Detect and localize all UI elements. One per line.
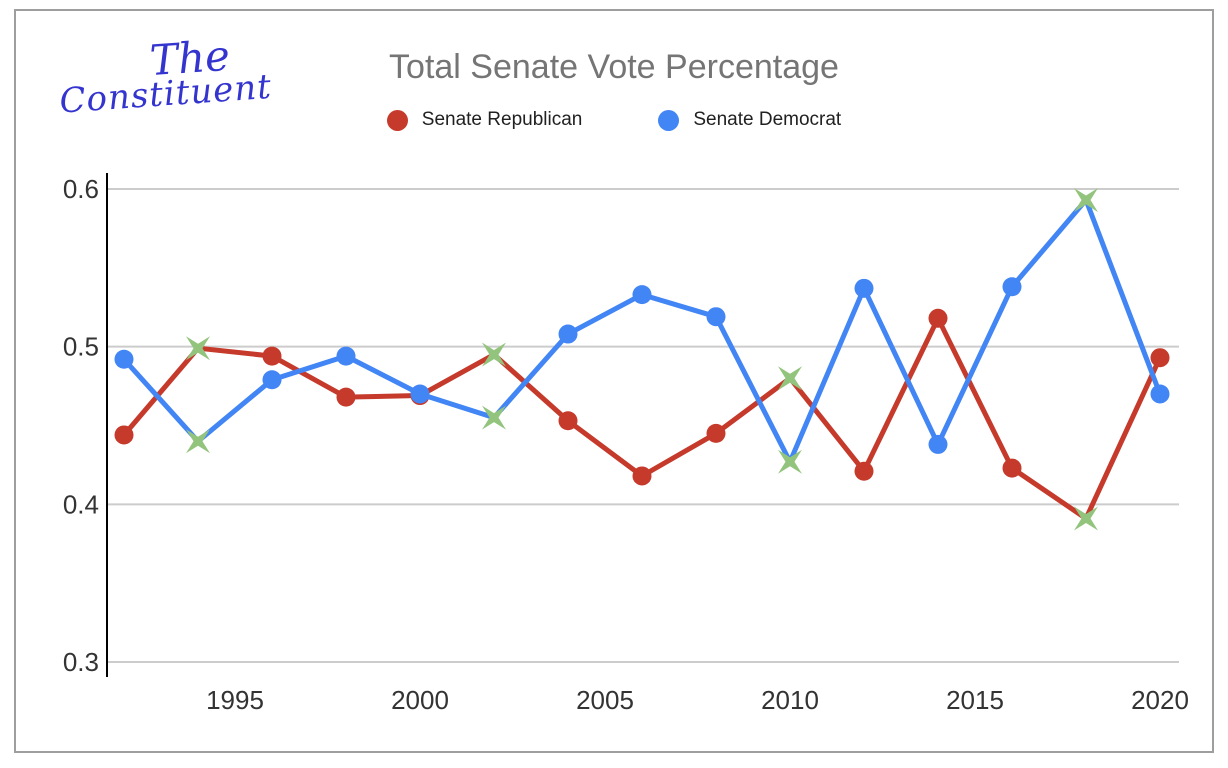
democrat-data-point [854, 278, 874, 298]
x-axis-tick-label: 2020 [1131, 685, 1189, 715]
democrat-data-point [928, 434, 948, 454]
democrat-data-point [114, 349, 134, 369]
x-axis-tick-label: 2010 [761, 685, 819, 715]
democrat-data-point [706, 307, 726, 327]
legend-label-democrat: Senate Democrat [693, 109, 842, 130]
y-axis-tick-label: 0.3 [63, 647, 99, 677]
republican-data-point [928, 308, 948, 328]
special-x-marker-icon [482, 405, 506, 430]
special-x-marker-icon [186, 336, 210, 361]
x-axis-tick-label: 2015 [946, 685, 1004, 715]
democrat-data-point [1002, 277, 1022, 297]
democrat-data-point [1150, 384, 1170, 404]
legend-label-republican: Senate Republican [421, 109, 583, 130]
chart-frame: 0.3 0.4 0.5 0.6 1995 2000 2005 2010 2015 2020 The… [14, 9, 1214, 753]
republican-data-point [114, 425, 134, 445]
special-x-marker-icon [1074, 188, 1098, 213]
republican-data-point [336, 387, 356, 407]
special-x-marker-icon [186, 429, 210, 454]
republican-data-point [262, 346, 282, 366]
democrat-data-point [632, 285, 652, 305]
democrat-data-point [410, 384, 430, 404]
republican-line [121, 315, 1163, 521]
democrat-data-point [262, 370, 282, 390]
legend-item-democrat: Senate Democrat [658, 109, 841, 131]
republican-data-point [854, 461, 874, 481]
republican-data-point [706, 423, 726, 443]
special-x-marker-icon [1074, 506, 1098, 531]
legend: Senate Republican Senate Democrat [16, 109, 1212, 131]
line-chart: 0.3 0.4 0.5 0.6 1995 2000 2005 2010 2015 2020 [63, 173, 1189, 715]
legend-item-republican: Senate Republican [386, 109, 583, 131]
chart-title: Total Senate Vote Percentage [389, 48, 839, 86]
x-axis-tick-label: 2005 [576, 685, 634, 715]
y-axis-tick-label: 0.6 [63, 174, 99, 204]
y-axis-tick-label: 0.5 [63, 332, 99, 362]
x-axis-tick-label: 2000 [391, 685, 449, 715]
democrat-data-point [558, 324, 578, 344]
democrat-line [121, 197, 1163, 465]
democrat-series-swatch-icon [658, 109, 680, 131]
democrat-data-point [336, 346, 356, 366]
x-axis-tick-label: 1995 [206, 685, 264, 715]
special-x-marker-icon [778, 366, 802, 391]
special-x-marker-icon [482, 342, 506, 367]
republican-data-point [1150, 348, 1170, 368]
republican-data-point [632, 466, 652, 486]
republican-series-swatch-icon [386, 109, 408, 131]
special-x-marker-icon [778, 449, 802, 474]
republican-data-point [1002, 458, 1022, 478]
y-axis-tick-label: 0.4 [63, 489, 99, 519]
republican-data-point [558, 411, 578, 431]
